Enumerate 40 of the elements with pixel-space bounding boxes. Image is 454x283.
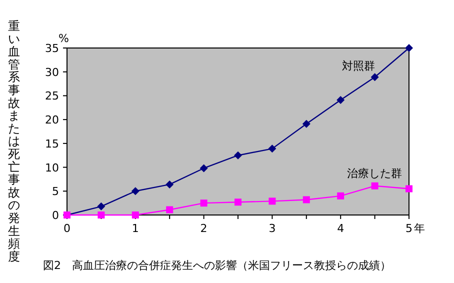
text: 重い血管系事故または死亡事故の発生頻度 [8, 19, 20, 264]
point [234, 198, 242, 206]
point [405, 44, 413, 52]
x-axis-title: 年 [414, 222, 425, 235]
x-tick-label: 2 [200, 222, 208, 235]
y-tick-label: 30 [45, 66, 59, 79]
point [302, 120, 310, 128]
point [268, 198, 276, 205]
x-tick-label: 3 [268, 222, 276, 235]
y-tick-label: 25 [45, 90, 59, 103]
series-label: 治療した群 [347, 166, 402, 180]
point [268, 144, 276, 153]
text: % [58, 32, 69, 45]
x-tick-label: 0 [64, 222, 70, 235]
y-tick-label: 35 [45, 42, 59, 55]
point [200, 200, 208, 207]
text: 図2 高血圧治療の合併症発生への影響（米国フリース教授らの成績） [43, 259, 391, 272]
y-tick-label: 0 [52, 209, 59, 222]
point [166, 180, 174, 188]
point [97, 202, 106, 210]
point [98, 212, 105, 218]
point [234, 151, 242, 160]
point [370, 73, 379, 82]
point [166, 206, 174, 214]
y-tick-label: 5 [52, 185, 59, 198]
x-tick-label: 4 [337, 222, 344, 235]
y-tick-label: 10 [45, 161, 59, 174]
point [200, 164, 208, 172]
y-tick-label: 20 [45, 114, 59, 127]
point [371, 182, 378, 190]
point [337, 192, 344, 200]
point [336, 96, 345, 104]
point [302, 196, 310, 204]
point [132, 212, 139, 218]
series-label: 対照群 [342, 59, 375, 72]
x-tick-label: 1 [132, 222, 139, 235]
point [406, 185, 412, 192]
x-tick-label: 5 [406, 222, 412, 235]
point [131, 187, 140, 196]
y-tick-label: 15 [45, 137, 59, 150]
